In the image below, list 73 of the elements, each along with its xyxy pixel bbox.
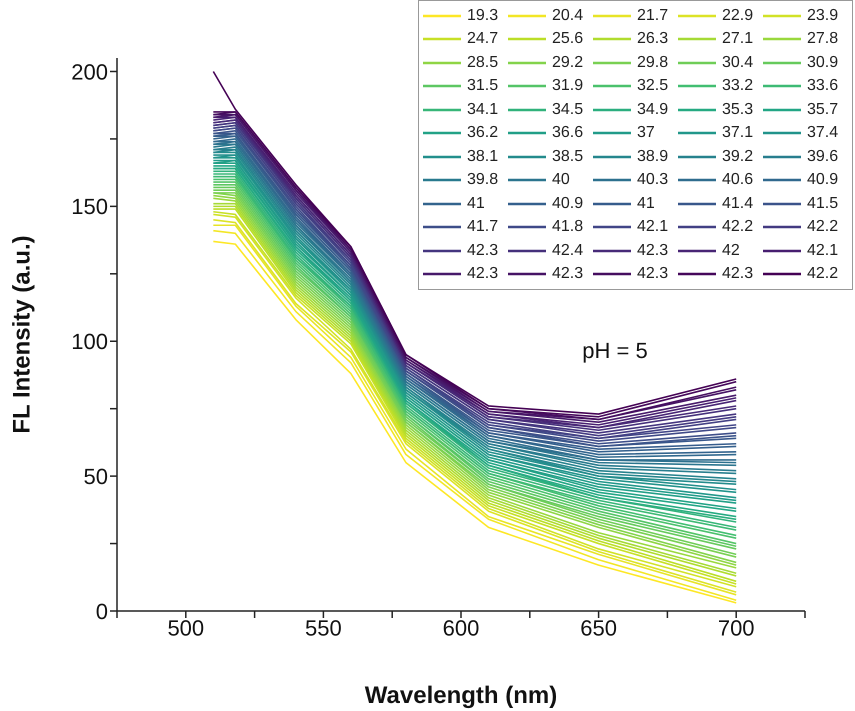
legend-label: 36.2: [467, 124, 498, 142]
legend-label: 42.3: [467, 242, 498, 260]
legend-label: 42.3: [722, 265, 754, 284]
legend-label: 42.4: [552, 242, 584, 260]
legend-label: 42.3: [637, 242, 668, 260]
legend-label: 42.3: [467, 265, 498, 284]
legend-label: 42.2: [722, 218, 754, 236]
legend-label: 40: [552, 171, 570, 190]
legend-label: 37.1: [722, 124, 754, 142]
legend-label: 34.9: [637, 100, 668, 119]
legend-label: 29.2: [552, 54, 584, 72]
legend-label: 33.6: [807, 77, 838, 96]
legend-label: 23.9: [807, 6, 838, 25]
legend-label: 41: [637, 194, 655, 213]
legend-label: 41.4: [722, 194, 754, 213]
legend-label: 30.9: [807, 54, 838, 72]
legend-label: 37.4: [807, 124, 838, 142]
legend-label: 39.2: [722, 148, 754, 166]
legend-label: 30.4: [722, 54, 754, 72]
legend-label: 24.7: [467, 30, 498, 48]
y-tick-label: 200: [71, 59, 108, 84]
legend-label: 42.2: [807, 265, 838, 284]
legend-label: 31.9: [552, 77, 584, 96]
x-tick-label: 550: [305, 616, 342, 641]
legend-label: 25.6: [552, 30, 584, 48]
annotation: pH = 5: [581, 338, 649, 364]
legend-label: 29.8: [637, 54, 668, 72]
legend-label: 35.7: [807, 100, 838, 119]
legend-label: 40.9: [552, 194, 584, 213]
legend-label: 35.3: [722, 100, 754, 119]
legend-label: 40.9: [807, 171, 838, 190]
legend-label: 42.3: [552, 265, 584, 284]
x-axis-title: Wavelength (nm): [364, 682, 558, 709]
legend-label: 37: [637, 124, 655, 142]
legend-label: 31.5: [467, 77, 498, 96]
legend-label: 21.7: [637, 6, 668, 25]
legend-label: 40.3: [637, 171, 668, 190]
legend-label: 42.1: [807, 242, 838, 260]
legend-label: 38.5: [552, 148, 584, 166]
legend-label: 39.8: [467, 171, 498, 190]
legend-label: 42.2: [807, 218, 838, 236]
legend-label: 34.1: [467, 100, 498, 119]
legend-label: 32.5: [637, 77, 668, 96]
y-tick-label: 100: [71, 329, 108, 354]
x-tick-label: 500: [167, 616, 204, 641]
legend-label: 27.1: [722, 30, 754, 48]
legend-label: 40.6: [722, 171, 754, 190]
legend-label: 42.3: [637, 265, 668, 284]
legend-label: 41: [467, 194, 485, 213]
legend-label: 33.2: [722, 77, 754, 96]
x-tick-label: 600: [442, 616, 480, 641]
legend-label: 41.7: [467, 218, 498, 236]
legend-label: 42.1: [637, 218, 668, 236]
x-tick-label: 650: [580, 616, 617, 641]
legend-label: 41.5: [807, 194, 838, 213]
legend-label: 42: [722, 242, 740, 260]
y-tick-label: 150: [71, 194, 108, 220]
legend-label: 19.3: [467, 6, 498, 25]
y-axis-title: FL Intensity (a.u.): [8, 235, 36, 434]
legend-label: 41.8: [552, 218, 584, 236]
x-tick-label: 700: [718, 616, 755, 641]
y-tick-label: 50: [84, 464, 108, 489]
legend-label: 20.4: [552, 6, 584, 25]
legend-label: 38.1: [467, 148, 498, 166]
legend-label: 27.8: [807, 30, 838, 48]
y-tick-label: 0: [96, 598, 108, 624]
legend-label: 28.5: [467, 54, 498, 72]
legend-label: 34.5: [552, 100, 584, 119]
legend-label: 36.6: [552, 124, 584, 142]
legend-label: 38.9: [637, 148, 668, 166]
legend-label: 26.3: [637, 30, 668, 48]
legend-label: 22.9: [722, 6, 754, 25]
legend-label: 39.6: [807, 148, 838, 166]
